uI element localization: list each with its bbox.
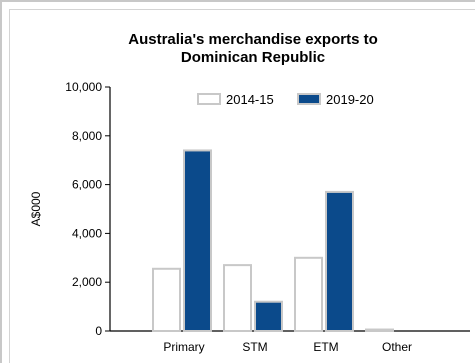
x-tick-label-primary: Primary (163, 340, 204, 354)
y-tick-label: 8,000 (72, 129, 102, 143)
legend-label-2019-20: 2019-20 (326, 92, 374, 107)
bar-2014-15-primary (152, 267, 181, 332)
chart-title-line-1: Australia's merchandise exports to (128, 31, 378, 48)
legend-swatch-2014-15 (197, 93, 221, 105)
x-axis: Primary STM ETM Other (110, 330, 470, 354)
y-axis: 0 2,000 4,000 6,000 8,000 10,000 (65, 80, 111, 338)
y-tick-label: 0 (95, 324, 102, 338)
y-axis-title: A$000 (29, 191, 43, 226)
bar-2019-20-primary (183, 149, 212, 332)
legend-swatch-2019-20 (297, 93, 321, 105)
bar-2014-15-other (365, 328, 394, 333)
y-tick-label: 4,000 (72, 226, 102, 240)
y-tick-label: 6,000 (72, 178, 102, 192)
bar-2019-20-etm (325, 190, 354, 332)
x-tick-label-other: Other (382, 340, 412, 354)
legend-label-2014-15: 2014-15 (226, 92, 274, 107)
bar-2014-15-etm (294, 256, 323, 332)
legend: 2014-15 2019-20 (197, 92, 374, 107)
y-tick-label: 10,000 (65, 80, 102, 94)
x-tick-label-stm: STM (242, 340, 267, 354)
bar-2014-15-stm (223, 264, 252, 332)
y-tick-label: 2,000 (72, 275, 102, 289)
chart-inner-border (9, 9, 475, 363)
chart-title-line-2: Dominican Republic (181, 49, 325, 66)
bar-2019-20-stm (254, 300, 283, 333)
x-tick-label-etm: ETM (313, 340, 338, 354)
bars (152, 149, 394, 333)
